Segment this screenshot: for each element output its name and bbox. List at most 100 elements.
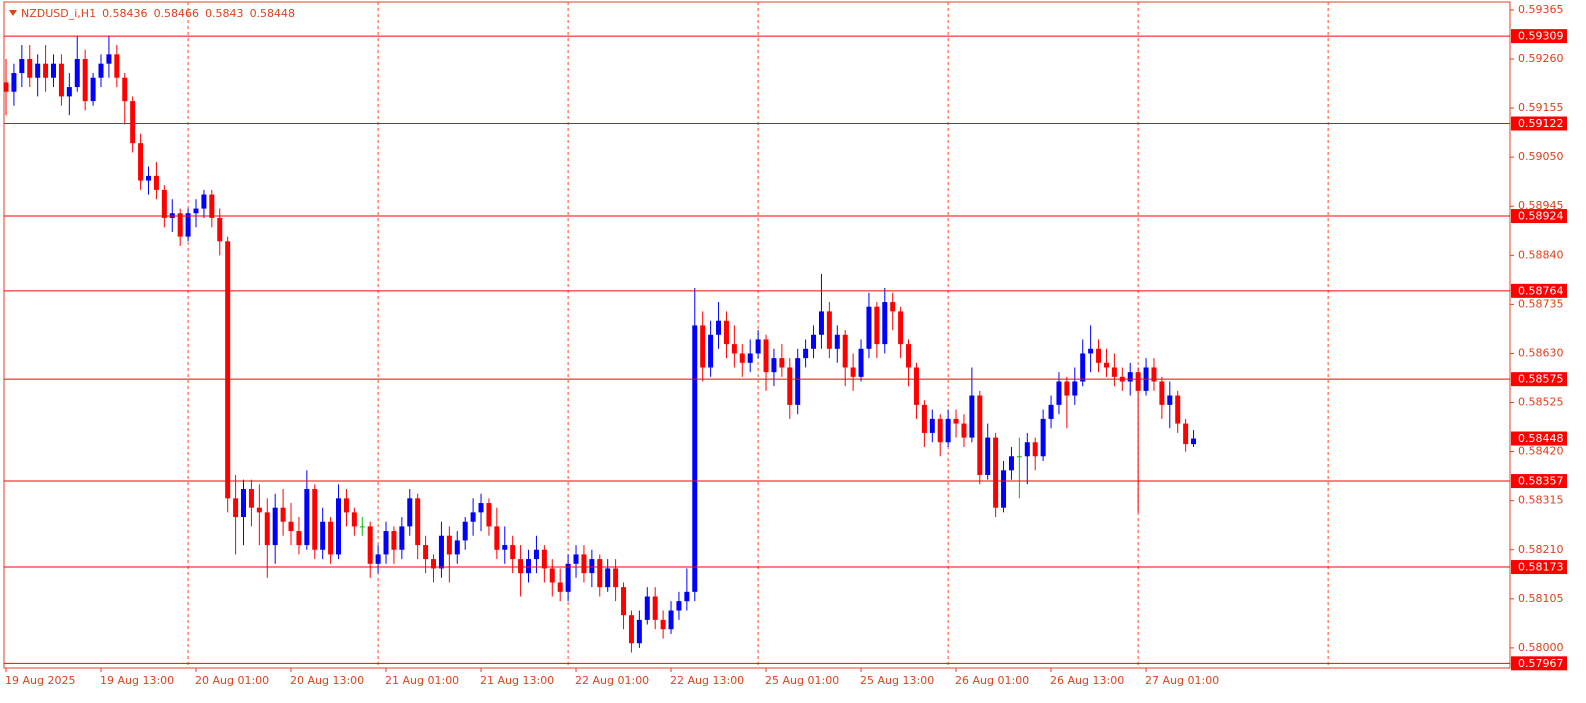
candle-body [533, 549, 539, 560]
y-tick-label: 0.58420 [1518, 445, 1564, 458]
candle-body [161, 189, 167, 218]
candle-body [98, 63, 104, 78]
x-tick-label: 20 Aug 01:00 [195, 674, 269, 687]
x-tick-label: 21 Aug 01:00 [385, 674, 459, 687]
candle-body [280, 507, 286, 522]
candle-body [803, 348, 809, 359]
level-box [1511, 474, 1567, 489]
title-ohlc: 0.58466 [154, 7, 200, 20]
y-tick-label: 0.58105 [1518, 592, 1564, 605]
candle-body [913, 367, 919, 405]
candle-body [343, 498, 349, 513]
candle-body [383, 531, 389, 555]
y-tick-label: 0.58945 [1518, 199, 1564, 212]
candle-body [636, 619, 642, 644]
x-tick-label: 25 Aug 13:00 [860, 674, 934, 687]
candle-body [929, 418, 935, 433]
candle-body [304, 488, 310, 546]
y-tick-label: 0.59365 [1518, 3, 1564, 16]
candle-body [391, 531, 397, 550]
candle-body [906, 344, 912, 368]
candle-body [1135, 372, 1141, 391]
candle-body [1001, 470, 1007, 508]
candle-body [755, 339, 761, 354]
candle-body [19, 59, 25, 74]
candle-body [921, 404, 927, 433]
candle-body [1103, 362, 1109, 368]
candle-body [193, 208, 199, 214]
level-label: 0.59309 [1518, 30, 1564, 43]
candle-body [264, 512, 270, 546]
candle-body [74, 59, 80, 88]
candle-body [225, 241, 231, 499]
candle-body [153, 175, 159, 190]
candle-body [122, 77, 128, 102]
level-label: 0.58357 [1518, 475, 1564, 488]
candle-body [288, 521, 294, 532]
y-tick-label: 0.58525 [1518, 396, 1564, 409]
candle-body [1080, 353, 1086, 382]
candle-body [1151, 367, 1157, 382]
y-tick-label: 0.58735 [1518, 297, 1564, 310]
candle-body [494, 526, 500, 550]
candle-body [185, 213, 191, 237]
candle-body [526, 559, 532, 574]
y-tick-label: 0.58315 [1518, 494, 1564, 507]
candle-body [763, 339, 769, 373]
level-box [1511, 656, 1567, 671]
menu-triangle [9, 10, 17, 16]
candle-body [692, 325, 698, 592]
price-box [1511, 431, 1567, 446]
y-tick-label: 0.58840 [1518, 248, 1564, 261]
candle-body [438, 535, 444, 569]
level-box [1511, 283, 1567, 298]
candle-body [502, 545, 508, 550]
candle-body [58, 63, 64, 97]
candle-body [787, 367, 793, 405]
candle-body [256, 507, 262, 513]
candle-body [866, 306, 872, 349]
candle-body [818, 311, 824, 335]
candle-body [826, 311, 832, 349]
candle-body [565, 563, 571, 592]
candle-body [597, 559, 603, 588]
candle-body [716, 320, 722, 335]
candle-body [1088, 348, 1094, 354]
level-label: 0.57967 [1518, 657, 1564, 670]
candle-body [1191, 438, 1197, 445]
x-tick-label: 22 Aug 01:00 [575, 674, 649, 687]
candle-body [3, 82, 9, 92]
y-tick-label: 0.58630 [1518, 346, 1564, 359]
candle-body [1111, 367, 1117, 377]
level-box [1511, 209, 1567, 224]
candle-body [898, 311, 904, 345]
plot-frame [3, 1, 1511, 669]
candle-body [731, 344, 737, 354]
candle-body [296, 531, 302, 546]
candle-body [660, 619, 666, 630]
candle-body [945, 418, 951, 443]
candle-body [628, 615, 634, 644]
candle-body [684, 591, 690, 602]
y-tick-label: 0.58000 [1518, 641, 1564, 654]
candle-body [1008, 456, 1014, 471]
candle-body [1072, 381, 1078, 396]
level-label: 0.58924 [1518, 210, 1564, 223]
title-ohlc: 0.5843 [205, 7, 244, 20]
candle-body [858, 348, 864, 377]
x-tick-label: 26 Aug 01:00 [955, 674, 1029, 687]
candle-body [272, 507, 278, 546]
title-ohlc: 0.58448 [250, 7, 296, 20]
candle-body [644, 596, 650, 620]
candle-body [723, 320, 729, 345]
candle-body [834, 334, 840, 349]
candle-body [415, 498, 421, 546]
candle-body [510, 545, 516, 560]
candle-body [138, 143, 144, 181]
candle-body [431, 559, 437, 569]
candle-body [937, 418, 943, 443]
candle-body [1159, 381, 1165, 405]
candle-body [589, 559, 595, 574]
candle-body [969, 395, 975, 438]
x-tick-label: 25 Aug 01:00 [765, 674, 839, 687]
